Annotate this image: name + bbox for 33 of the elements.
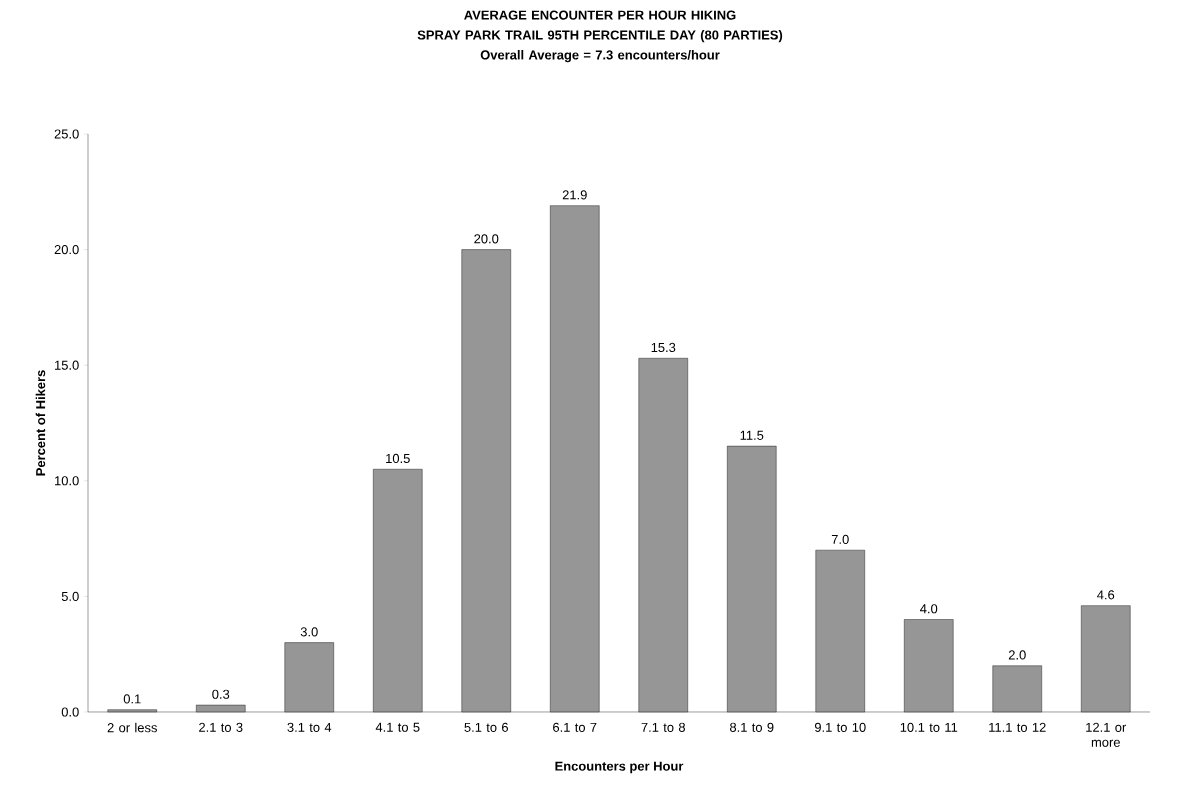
data-label: 21.9 (562, 190, 587, 200)
y-tick-label: 25.0 (54, 129, 79, 139)
x-tick-label: 12.1 or more (1086, 722, 1127, 747)
data-label: 15.3 (651, 342, 676, 353)
data-label: 4.6 (1097, 590, 1115, 600)
y-axis-title: Percent of Hikers (35, 370, 46, 476)
data-label: 20.0 (474, 234, 499, 244)
y-tick-label: 0.0 (61, 707, 79, 717)
x-tick-label: 6.1 to 7 (553, 722, 597, 732)
x-tick-label: 7.1 to 8 (641, 722, 685, 732)
chart-title: AVERAGE ENCOUNTER PER HOUR HIKING SPRAY PARK TRAIL 95TH PERCENTILE DAY (80 PARTIES) Overall Average = 7.3 encounters/hour (417, 10, 783, 63)
y-tick-label: 5.0 (61, 591, 79, 601)
data-label: 3.0 (300, 627, 318, 637)
data-label: 11.5 (740, 430, 764, 440)
x-tick-label: 2 or less (107, 722, 157, 733)
x-tick-label: 9.1 to 10 (814, 722, 866, 732)
y-tick-label: 20.0 (54, 244, 79, 255)
x-tick-label: 2.1 to 3 (199, 722, 243, 732)
x-tick-label: 10.1 to 11 (900, 722, 958, 732)
data-label: 0.3 (212, 689, 230, 699)
x-tick-label: 3.1 to 4 (287, 722, 332, 732)
data-label: 4.0 (920, 604, 938, 614)
x-tick-label: 4.1 to 5 (375, 722, 420, 732)
data-label: 10.5 (386, 453, 410, 464)
x-tick-label: 11.1 to 12 (989, 722, 1046, 732)
y-tick-label: 10.0 (55, 476, 79, 486)
x-tick-label: 5.1 to 6 (464, 722, 508, 732)
y-tick-label: 15.0 (55, 360, 79, 370)
x-axis-title: Encounters per Hour (555, 761, 684, 774)
data-label: 7.0 (831, 534, 849, 544)
x-tick-label: 8.1 to 9 (729, 722, 774, 732)
data-label: 2.0 (1008, 650, 1026, 660)
data-label: 0.1 (123, 694, 141, 704)
